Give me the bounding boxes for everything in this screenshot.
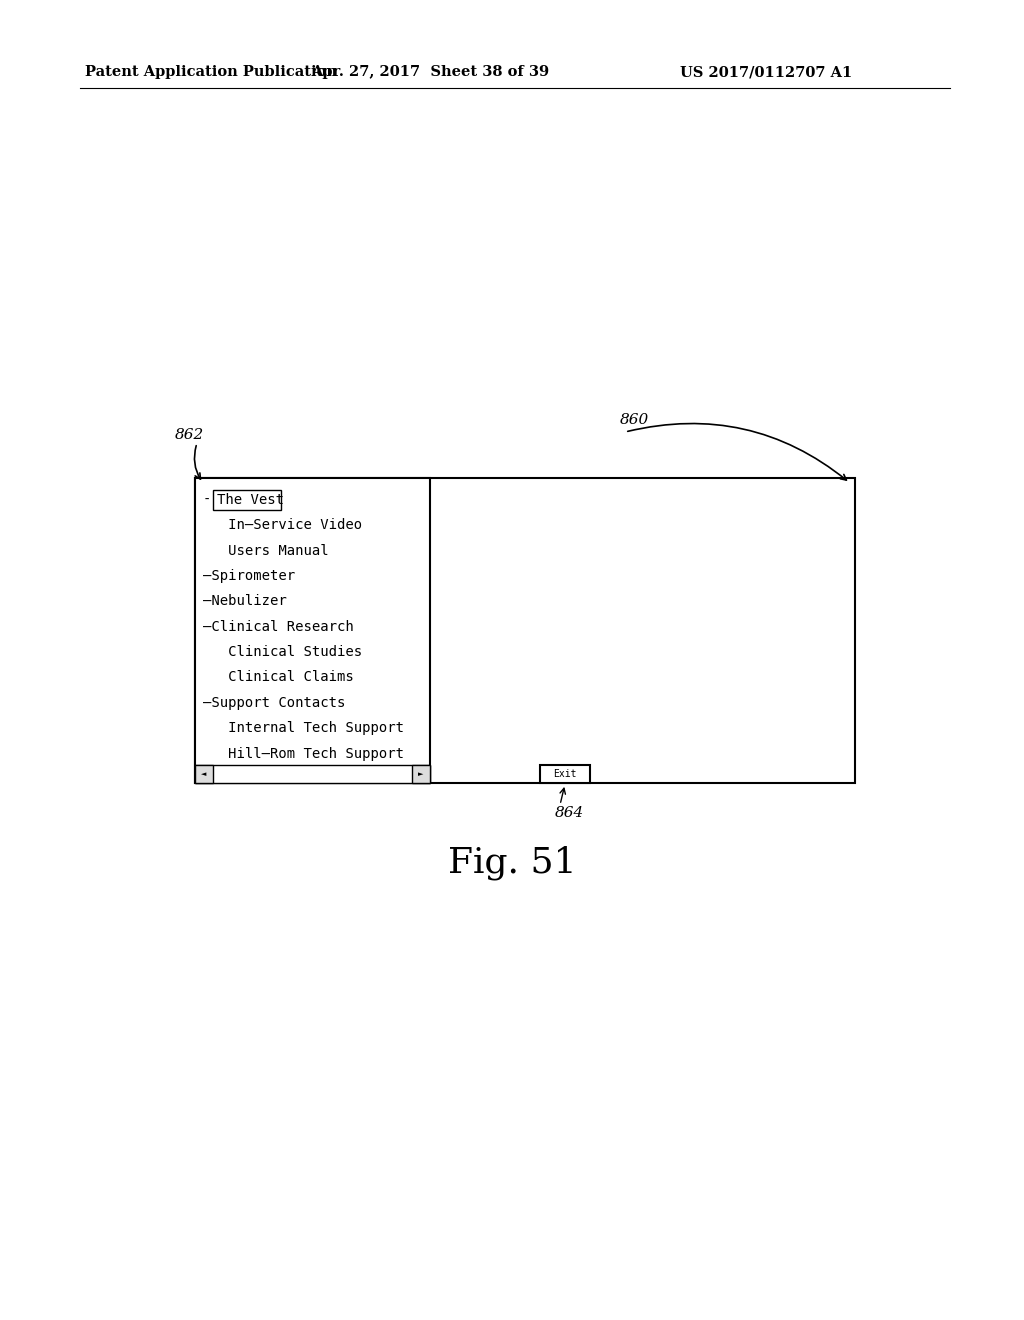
Text: Apr. 27, 2017  Sheet 38 of 39: Apr. 27, 2017 Sheet 38 of 39 (311, 65, 549, 79)
Text: Users Manual: Users Manual (203, 544, 329, 557)
Bar (213, 490, 281, 511)
Bar (412, 766, 430, 783)
Text: The Vest: The Vest (217, 492, 284, 507)
Bar (195, 478, 855, 783)
Text: –Support Contacts: –Support Contacts (203, 696, 345, 710)
Text: ►: ► (419, 771, 424, 777)
Text: In–Service Video: In–Service Video (203, 519, 362, 532)
Bar (195, 766, 430, 783)
Bar (540, 766, 590, 783)
Text: ◄: ◄ (202, 771, 207, 777)
Text: Clinical Claims: Clinical Claims (203, 671, 353, 685)
Text: Fig. 51: Fig. 51 (447, 846, 577, 880)
Text: –Spirometer: –Spirometer (203, 569, 295, 583)
Text: 862: 862 (175, 428, 204, 442)
Bar (195, 766, 213, 783)
Text: 864: 864 (555, 807, 585, 820)
Text: -: - (203, 492, 211, 507)
Bar (195, 478, 430, 783)
Text: Patent Application Publication: Patent Application Publication (85, 65, 337, 79)
Text: 860: 860 (620, 413, 649, 426)
Text: –Clinical Research: –Clinical Research (203, 620, 353, 634)
Text: Clinical Studies: Clinical Studies (203, 645, 362, 659)
Text: US 2017/0112707 A1: US 2017/0112707 A1 (680, 65, 852, 79)
Text: Internal Tech Support: Internal Tech Support (203, 721, 404, 735)
Text: Hill–Rom Tech Support: Hill–Rom Tech Support (203, 747, 404, 760)
Text: Exit: Exit (553, 770, 577, 779)
Text: –Nebulizer: –Nebulizer (203, 594, 287, 609)
